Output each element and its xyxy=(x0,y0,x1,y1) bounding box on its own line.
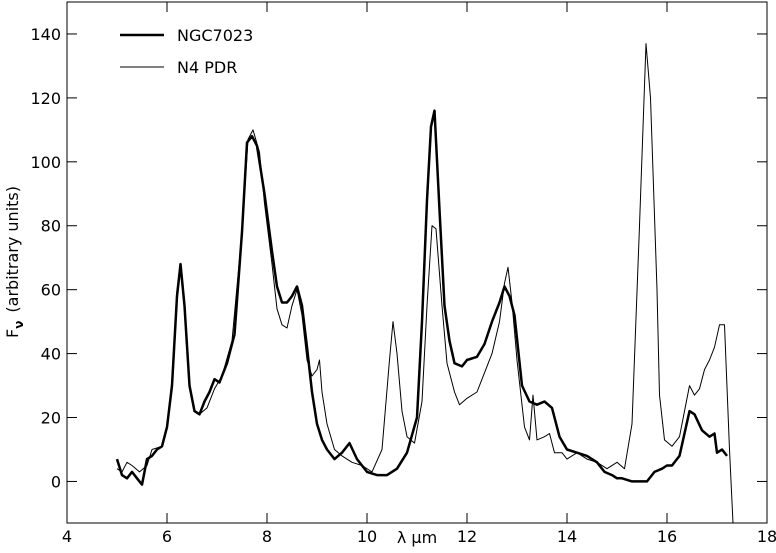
x-tick-label: 8 xyxy=(262,527,272,546)
legend-label: NGC7023 xyxy=(177,26,253,45)
plot-area xyxy=(115,43,734,523)
x-tick-label: 18 xyxy=(757,527,776,546)
y-tick-label: 120 xyxy=(30,89,61,108)
x-tick-label: 16 xyxy=(657,527,677,546)
x-tick-label: 4 xyxy=(62,527,72,546)
plot-frame xyxy=(66,1,768,524)
y-tick-label: 80 xyxy=(41,217,61,236)
y-tick-label: 60 xyxy=(41,281,61,300)
y-tick-label: 40 xyxy=(41,345,61,364)
y-label-rest: (arbitrary units) xyxy=(3,186,22,313)
x-tick-label: 14 xyxy=(557,527,577,546)
legend-label: N4 PDR xyxy=(177,58,237,77)
series-line xyxy=(115,109,728,486)
x-tick-label: 10 xyxy=(357,527,377,546)
x-axis-label: λ μm xyxy=(397,528,437,547)
series-line xyxy=(116,43,734,523)
y-axis-label: Fν (arbitrary units) xyxy=(3,186,26,338)
y-label-main: F xyxy=(3,329,22,338)
y-tick-label: 140 xyxy=(30,25,61,44)
y-tick-label: 20 xyxy=(41,409,61,428)
x-tick-label: 6 xyxy=(162,527,172,546)
y-tick-label: 100 xyxy=(30,153,61,172)
y-label-sub: ν xyxy=(12,321,26,329)
y-tick-label: 0 xyxy=(51,472,61,491)
x-tick-label: 12 xyxy=(457,527,477,546)
